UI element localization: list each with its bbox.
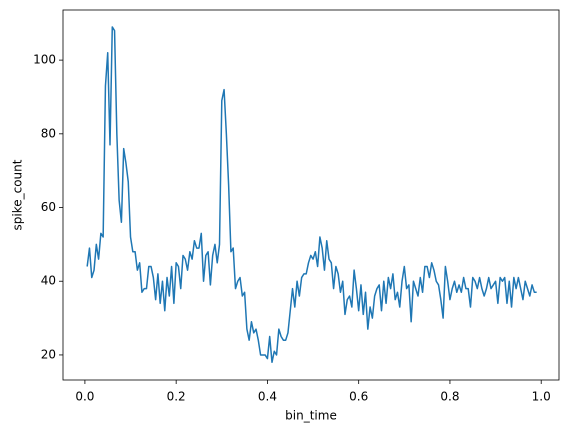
x-tick-label: 0.2 bbox=[167, 390, 186, 404]
x-tick-label: 0.4 bbox=[258, 390, 277, 404]
y-tick-label: 100 bbox=[33, 53, 56, 67]
x-tick-label: 1.0 bbox=[532, 390, 551, 404]
y-tick-label: 40 bbox=[41, 274, 56, 288]
plot-frame bbox=[62, 9, 560, 381]
y-axis-label: spike_count bbox=[11, 159, 25, 230]
y-tick-label: 20 bbox=[41, 347, 56, 361]
y-tick-label: 60 bbox=[41, 200, 56, 214]
x-tick-label: 0.6 bbox=[349, 390, 368, 404]
data-line bbox=[86, 26, 537, 364]
x-tick-label: 0.8 bbox=[440, 390, 459, 404]
x-tick-label: 0.0 bbox=[75, 390, 94, 404]
x-axis-label: bin_time bbox=[285, 409, 337, 423]
y-tick-label: 80 bbox=[41, 126, 56, 140]
